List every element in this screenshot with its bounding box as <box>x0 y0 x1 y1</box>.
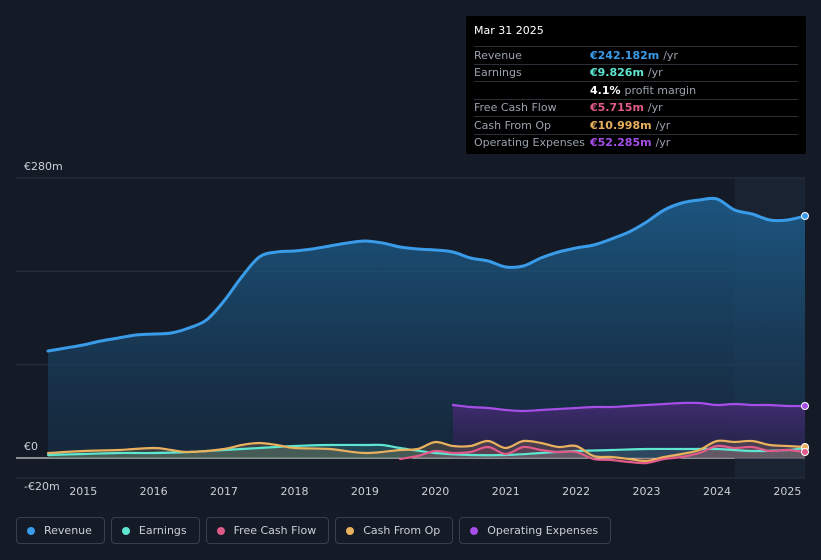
legend-dot-icon <box>346 526 355 535</box>
cash-from-op-area <box>48 440 805 462</box>
x-tick-label: 2016 <box>140 485 168 498</box>
revenue-end-point <box>801 212 809 220</box>
legend-dot-icon <box>27 526 35 535</box>
tooltip-label: Revenue <box>474 48 522 62</box>
tooltip-row-earnings: Earnings €9.826m /yr <box>474 63 798 82</box>
legend-dot-icon <box>216 526 225 535</box>
tooltip-row-free-cash-flow: Free Cash Flow €5.715m /yr <box>474 98 798 117</box>
y-tick-label: -€20m <box>24 480 60 493</box>
tooltip-label: Cash From Op <box>474 118 552 132</box>
chart-legend: Revenue Earnings Free Cash Flow Cash Fro… <box>16 517 612 544</box>
legend-item-earnings[interactable]: Earnings <box>110 517 200 544</box>
y-tick-label: €0 <box>24 440 38 453</box>
earnings-area <box>48 444 805 458</box>
operating-expenses-line <box>451 401 807 413</box>
tooltip-value: €242.182m <box>590 48 660 62</box>
legend-label: Earnings <box>138 524 187 537</box>
x-tick-label: 2023 <box>633 485 661 498</box>
tooltip-row-revenue: Revenue €242.182m /yr <box>474 46 798 64</box>
tooltip-value: €10.998m <box>590 118 652 132</box>
legend-label: Free Cash Flow <box>233 524 317 537</box>
cash-from-op-line <box>46 439 807 463</box>
legend-label: Cash From Op <box>363 524 441 537</box>
free-cash-flow-line <box>399 444 807 465</box>
series-areas <box>48 198 805 464</box>
tooltip-row-operating-expenses: Operating Expenses €52.285m /yr <box>474 133 798 152</box>
x-tick-label: 2018 <box>280 485 308 498</box>
legend-item-free-cash-flow[interactable]: Free Cash Flow <box>205 517 330 544</box>
revenue-area <box>48 198 805 459</box>
tooltip-row-cash-from-op: Cash From Op €10.998m /yr <box>474 116 798 134</box>
tooltip-unit: /yr <box>655 118 671 132</box>
y-tick-label: €280m <box>24 160 63 173</box>
x-tick-label: 2019 <box>351 485 379 498</box>
y-axis-labels: €280m €0 -€20m <box>24 160 63 493</box>
tooltip-value: 4.1% <box>590 83 621 97</box>
tooltip-row-profit-margin: 4.1% profit margin <box>474 81 798 99</box>
tooltip-unit: /yr <box>663 48 678 62</box>
data-tooltip: Mar 31 2025 Revenue €242.182m /yr Earnin… <box>466 16 806 154</box>
legend-label: Revenue <box>44 524 92 537</box>
legend-dot-icon <box>121 526 130 535</box>
tooltip-label: Earnings <box>474 66 522 80</box>
legend-item-operating-expenses[interactable]: Operating Expenses <box>459 517 612 544</box>
tooltip-label: Operating Expenses <box>474 136 585 150</box>
tooltip-value: €5.715m <box>590 101 644 115</box>
x-tick-label: 2022 <box>562 485 590 498</box>
x-tick-label: 2017 <box>210 485 238 498</box>
legend-label: Operating Expenses <box>487 524 599 537</box>
series-lines <box>46 196 807 465</box>
operating-expenses-end-point <box>801 402 809 410</box>
tooltip-label: Free Cash Flow <box>474 101 557 115</box>
tooltip-unit: /yr <box>647 101 663 115</box>
x-axis-labels: 2015 2016 2017 2018 2019 2020 2021 2022 2023 2024… <box>69 485 801 498</box>
x-tick-label: 2024 <box>703 485 731 498</box>
x-tick-label: 2015 <box>69 485 97 498</box>
tooltip-value: €9.826m <box>590 66 644 80</box>
x-tick-label: 2020 <box>421 485 449 498</box>
tooltip-value: €52.285m <box>590 136 652 150</box>
x-tick-label: 2021 <box>492 485 520 498</box>
operating-expenses-area <box>452 402 805 458</box>
legend-item-revenue[interactable]: Revenue <box>16 517 105 544</box>
x-tick-label: 2025 <box>773 485 801 498</box>
tooltip-unit: /yr <box>647 66 663 80</box>
series-end-markers <box>801 212 809 456</box>
free-cash-flow-end-point <box>801 448 809 456</box>
revenue-line <box>46 196 807 353</box>
tooltip-date: Mar 31 2025 <box>474 24 544 37</box>
legend-item-cash-from-op[interactable]: Cash From Op <box>335 517 454 544</box>
tooltip-unit: /yr <box>655 136 671 150</box>
legend-dot-icon <box>470 526 479 535</box>
tooltip-unit: profit margin <box>624 83 697 97</box>
